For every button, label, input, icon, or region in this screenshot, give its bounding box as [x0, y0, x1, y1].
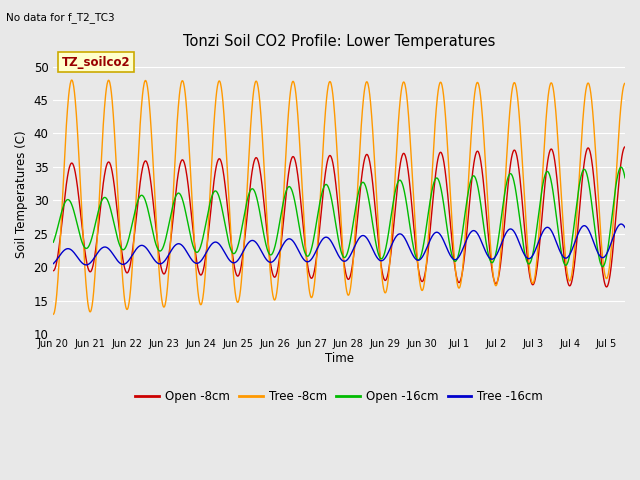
Tree -8cm: [621, 80, 629, 86]
Tree -8cm: [483, 173, 490, 179]
Open -8cm: [482, 204, 490, 210]
Tree -8cm: [68, 77, 76, 83]
Y-axis label: Soil Temperatures (C): Soil Temperatures (C): [15, 130, 28, 258]
Open -16cm: [482, 238, 490, 243]
Open -8cm: [214, 157, 222, 163]
Line: Open -8cm: Open -8cm: [53, 147, 625, 287]
Open -16cm: [266, 252, 274, 258]
Open -16cm: [49, 240, 57, 245]
Open -16cm: [599, 264, 607, 269]
Tree -16cm: [546, 226, 554, 231]
Open -8cm: [163, 265, 170, 271]
Open -8cm: [545, 150, 553, 156]
Line: Tree -16cm: Tree -16cm: [53, 224, 625, 265]
Tree -16cm: [49, 261, 57, 266]
Title: Tonzi Soil CO2 Profile: Lower Temperatures: Tonzi Soil CO2 Profile: Lower Temperatur…: [183, 34, 495, 49]
Open -16cm: [621, 175, 629, 180]
Tree -16cm: [618, 221, 625, 227]
Text: TZ_soilco2: TZ_soilco2: [62, 56, 131, 69]
Line: Open -16cm: Open -16cm: [53, 167, 625, 266]
Tree -16cm: [152, 259, 160, 265]
Open -16cm: [618, 164, 625, 170]
Tree -8cm: [163, 288, 171, 294]
Open -8cm: [49, 268, 57, 274]
Open -8cm: [603, 284, 611, 290]
Text: No data for f_T2_TC3: No data for f_T2_TC3: [6, 12, 115, 23]
Tree -16cm: [163, 254, 171, 260]
X-axis label: Time: Time: [324, 352, 354, 365]
Open -8cm: [621, 144, 629, 150]
Tree -16cm: [215, 240, 223, 246]
Tree -8cm: [152, 222, 160, 228]
Tree -8cm: [215, 79, 223, 84]
Line: Tree -8cm: Tree -8cm: [53, 80, 625, 314]
Tree -16cm: [267, 259, 275, 265]
Open -8cm: [152, 226, 160, 232]
Tree -16cm: [83, 262, 90, 268]
Open -16cm: [152, 241, 160, 247]
Open -16cm: [163, 232, 170, 238]
Tree -16cm: [483, 250, 490, 256]
Tree -8cm: [546, 84, 554, 89]
Open -16cm: [214, 192, 222, 197]
Tree -8cm: [49, 312, 57, 317]
Tree -16cm: [621, 225, 629, 230]
Tree -8cm: [267, 272, 275, 278]
Open -16cm: [545, 171, 553, 177]
Legend: Open -8cm, Tree -8cm, Open -16cm, Tree -16cm: Open -8cm, Tree -8cm, Open -16cm, Tree -…: [131, 385, 548, 408]
Open -8cm: [266, 258, 274, 264]
